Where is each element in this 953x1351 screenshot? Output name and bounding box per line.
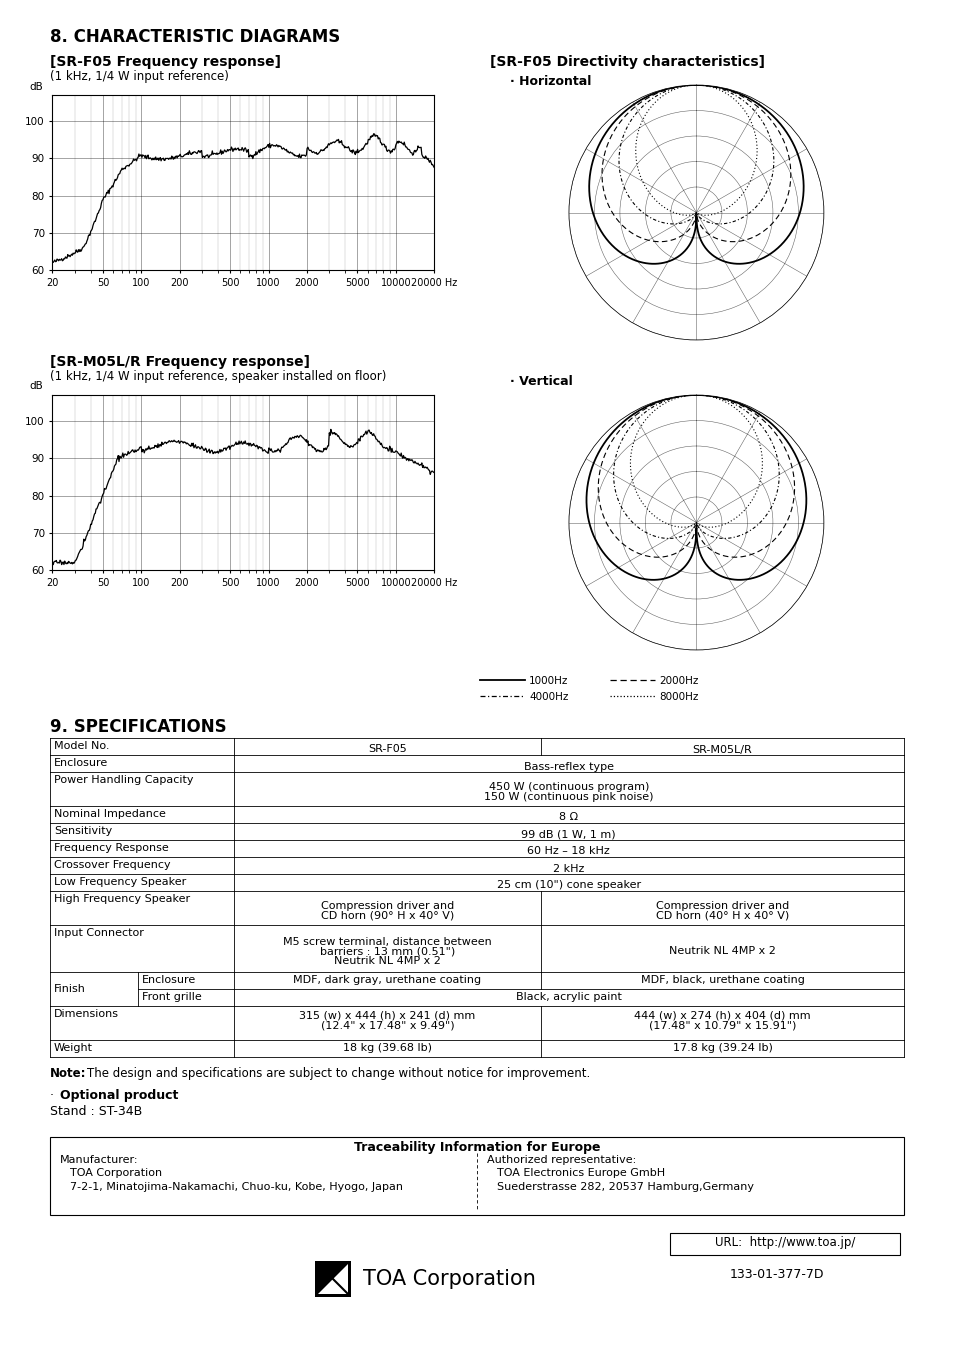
Text: High Frequency Speaker: High Frequency Speaker — [54, 894, 190, 904]
Text: MDF, black, urethane coating: MDF, black, urethane coating — [639, 975, 803, 985]
Polygon shape — [317, 1265, 348, 1294]
Text: TOA Corporation: TOA Corporation — [70, 1169, 162, 1178]
Text: 315 (w) x 444 (h) x 241 (d) mm: 315 (w) x 444 (h) x 241 (d) mm — [299, 1011, 475, 1020]
Text: SR-M05L/R: SR-M05L/R — [692, 744, 752, 754]
Text: Manufacturer:: Manufacturer: — [60, 1155, 138, 1165]
Text: URL:  http://www.toa.jp/: URL: http://www.toa.jp/ — [714, 1236, 854, 1250]
Text: 133-01-377-7D: 133-01-377-7D — [729, 1267, 823, 1281]
Text: TOA Electronics Europe GmbH: TOA Electronics Europe GmbH — [497, 1169, 664, 1178]
Text: (1 kHz, 1/4 W input reference): (1 kHz, 1/4 W input reference) — [50, 70, 229, 82]
Text: Frequency Response: Frequency Response — [54, 843, 169, 852]
Text: 8 Ω: 8 Ω — [558, 812, 578, 823]
Text: (12.4" x 17.48" x 9.49"): (12.4" x 17.48" x 9.49") — [320, 1021, 454, 1031]
Text: ·: · — [50, 1089, 58, 1102]
Text: dB: dB — [30, 381, 43, 392]
Text: CD horn (40° H x 40° V): CD horn (40° H x 40° V) — [656, 911, 788, 921]
Bar — [50, 1138, 903, 1215]
Text: Suederstrasse 282, 20537 Hamburg,Germany: Suederstrasse 282, 20537 Hamburg,Germany — [497, 1182, 753, 1192]
Text: [SR-F05 Frequency response]: [SR-F05 Frequency response] — [50, 55, 281, 69]
Text: Traceability Information for Europe: Traceability Information for Europe — [354, 1142, 599, 1154]
Text: 150 W (continuous pink noise): 150 W (continuous pink noise) — [483, 792, 653, 802]
Text: Finish: Finish — [54, 984, 86, 994]
Text: Optional product: Optional product — [60, 1089, 178, 1102]
Text: 444 (w) x 274 (h) x 404 (d) mm: 444 (w) x 274 (h) x 404 (d) mm — [634, 1011, 810, 1020]
Text: [SR-F05 Directivity characteristics]: [SR-F05 Directivity characteristics] — [490, 55, 764, 69]
Text: 8. CHARACTERISTIC DIAGRAMS: 8. CHARACTERISTIC DIAGRAMS — [50, 28, 340, 46]
Text: barriers : 13 mm (0.51"): barriers : 13 mm (0.51") — [319, 947, 455, 957]
Text: Black, acrylic paint: Black, acrylic paint — [516, 992, 621, 1002]
Text: 99 dB (1 W, 1 m): 99 dB (1 W, 1 m) — [521, 830, 616, 839]
Text: 1000Hz: 1000Hz — [529, 676, 568, 686]
Text: Input Connector: Input Connector — [54, 928, 144, 938]
Text: 25 cm (10") cone speaker: 25 cm (10") cone speaker — [497, 881, 640, 890]
Text: Bass-reflex type: Bass-reflex type — [523, 762, 613, 771]
Bar — [669, 1233, 899, 1255]
Text: Authorized representative:: Authorized representative: — [486, 1155, 636, 1165]
Text: MDF, dark gray, urethane coating: MDF, dark gray, urethane coating — [293, 975, 481, 985]
Text: CD horn (90° H x 40° V): CD horn (90° H x 40° V) — [320, 911, 454, 921]
Text: Enclosure: Enclosure — [54, 758, 108, 767]
Text: [SR-M05L/R Frequency response]: [SR-M05L/R Frequency response] — [50, 355, 310, 369]
Text: Power Handling Capacity: Power Handling Capacity — [54, 775, 193, 785]
Text: The design and specifications are subject to change without notice for improveme: The design and specifications are subjec… — [87, 1067, 590, 1079]
Text: Note:: Note: — [50, 1067, 87, 1079]
Text: 2000Hz: 2000Hz — [659, 676, 698, 686]
Text: SR-F05: SR-F05 — [368, 744, 406, 754]
Text: 17.8 kg (39.24 lb): 17.8 kg (39.24 lb) — [672, 1043, 772, 1052]
Text: Dimensions: Dimensions — [54, 1009, 119, 1019]
Text: Neutrik NL 4MP x 2: Neutrik NL 4MP x 2 — [668, 947, 775, 957]
Bar — [314, 1260, 351, 1297]
Text: · Vertical: · Vertical — [510, 376, 572, 388]
Text: Low Frequency Speaker: Low Frequency Speaker — [54, 877, 186, 888]
Text: Weight: Weight — [54, 1043, 92, 1052]
Text: (1 kHz, 1/4 W input reference, speaker installed on floor): (1 kHz, 1/4 W input reference, speaker i… — [50, 370, 386, 382]
Text: (17.48" x 10.79" x 15.91"): (17.48" x 10.79" x 15.91") — [648, 1021, 796, 1031]
Text: Nominal Impedance: Nominal Impedance — [54, 809, 166, 819]
Text: Enclosure: Enclosure — [142, 975, 196, 985]
Text: Compression driver and: Compression driver and — [656, 901, 788, 911]
Text: 8000Hz: 8000Hz — [659, 692, 698, 703]
Text: M5 screw terminal, distance between: M5 screw terminal, distance between — [283, 936, 491, 947]
Text: dB: dB — [30, 81, 43, 92]
Text: 2 kHz: 2 kHz — [553, 863, 584, 874]
Text: Neutrik NL 4MP x 2: Neutrik NL 4MP x 2 — [334, 957, 440, 966]
Text: 450 W (continuous program): 450 W (continuous program) — [488, 782, 648, 792]
Text: 4000Hz: 4000Hz — [529, 692, 568, 703]
Text: Front grille: Front grille — [142, 992, 202, 1002]
Text: Model No.: Model No. — [54, 740, 110, 751]
Text: 7-2-1, Minatojima-Nakamachi, Chuo-ku, Kobe, Hyogo, Japan: 7-2-1, Minatojima-Nakamachi, Chuo-ku, Ko… — [70, 1182, 402, 1192]
Text: · Horizontal: · Horizontal — [510, 76, 591, 88]
Text: 60 Hz – 18 kHz: 60 Hz – 18 kHz — [527, 847, 610, 857]
Text: 9. SPECIFICATIONS: 9. SPECIFICATIONS — [50, 717, 227, 736]
Text: 18 kg (39.68 lb): 18 kg (39.68 lb) — [342, 1043, 432, 1052]
Text: Sensitivity: Sensitivity — [54, 825, 112, 836]
Text: Compression driver and: Compression driver and — [320, 901, 454, 911]
Text: Crossover Frequency: Crossover Frequency — [54, 861, 171, 870]
Text: TOA Corporation: TOA Corporation — [363, 1269, 536, 1289]
Text: Stand : ST-34B: Stand : ST-34B — [50, 1105, 142, 1119]
